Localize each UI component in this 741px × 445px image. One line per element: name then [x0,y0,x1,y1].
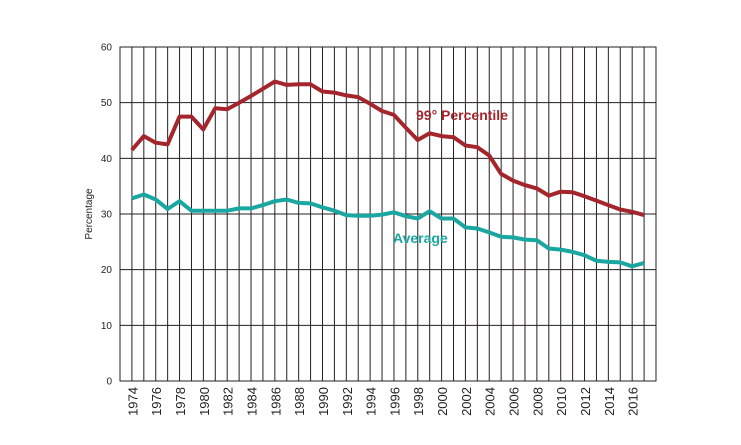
x-tick-label: 2012 [578,387,593,416]
y-axis-title: Percentage [84,188,95,240]
x-tick-label: 1994 [364,387,379,416]
x-tick-label: 2000 [435,387,450,416]
x-tick-label: 2014 [602,387,617,416]
gridlines [119,46,657,382]
x-tick-label: 2004 [483,387,498,416]
series-label-average: Average [393,230,448,246]
x-tick-label: 2008 [530,387,545,416]
y-axis-ticks: 0 10 20 30 40 50 60 [101,43,113,388]
y-tick-label: 50 [101,98,113,109]
x-tick-label: 1986 [268,387,283,416]
x-tick-label: 2010 [554,387,569,416]
x-tick-label: 1976 [149,387,164,416]
y-tick-label: 60 [101,43,113,54]
x-tick-label: 1980 [197,387,212,416]
x-tick-label: 1990 [316,387,331,416]
y-tick-label: 0 [106,377,112,388]
x-tick-label: 1978 [173,387,188,416]
x-tick-label: 1984 [244,387,259,416]
series-lines [130,79,645,269]
plot-border [119,46,657,382]
x-tick-label: 1998 [411,387,426,416]
x-tick-label: 1974 [125,387,140,416]
x-tick-label: 1982 [221,387,236,416]
x-tick-label: 1996 [387,387,402,416]
x-tick-label: 2016 [626,387,641,416]
y-tick-label: 20 [101,265,113,276]
y-tick-label: 30 [101,210,113,221]
x-tick-label: 1992 [340,387,355,416]
y-tick-label: 40 [101,154,113,165]
x-tick-label: 2002 [459,387,474,416]
series-line-average [131,192,645,269]
series-label-99th-percentile: 99° Percentile [416,107,508,123]
x-tick-label: 2006 [507,387,522,416]
series-line-99th-percentile [130,79,645,218]
x-tick-label: 1988 [292,387,307,416]
y-tick-label: 10 [101,321,113,332]
x-axis-ticks: 1974 1976 1978 1980 1982 1984 1986 1988 1990 1992… [125,387,640,416]
